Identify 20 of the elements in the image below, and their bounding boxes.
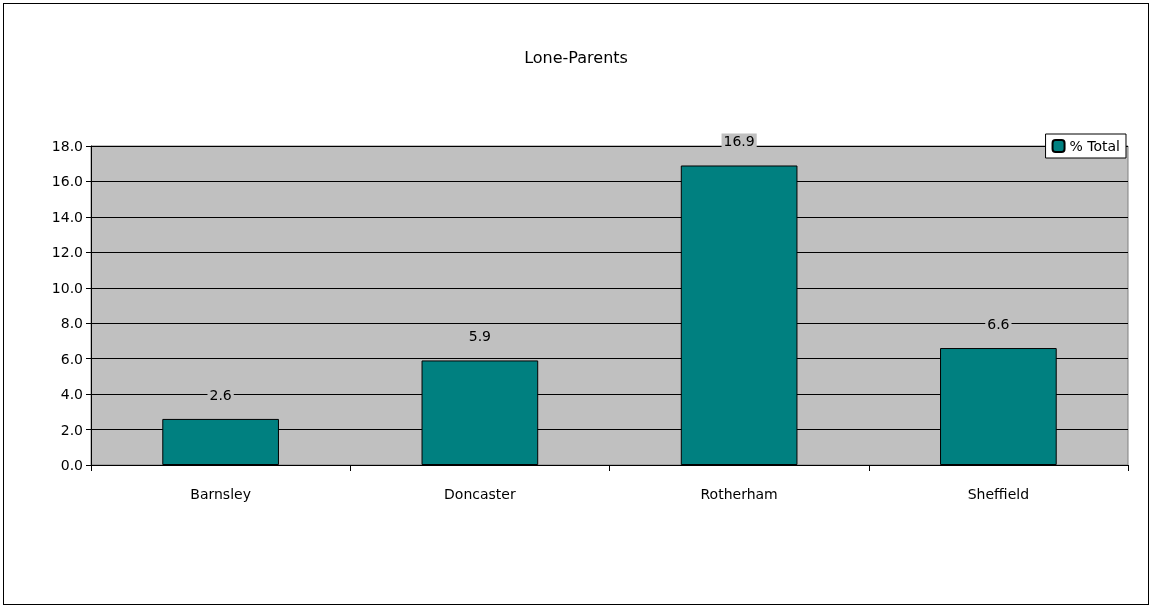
y-tick-label: 10.0	[51, 279, 83, 296]
data-label: 2.6	[209, 386, 232, 403]
y-tick-label: 2.0	[60, 421, 83, 438]
y-tick-label: 0.0	[60, 457, 83, 473]
x-tick-label: Rotherham	[700, 486, 778, 502]
data-label: 5.9	[468, 328, 492, 345]
x-tick-label: Sheffield	[967, 486, 1030, 502]
data-label: 6.6	[987, 316, 1010, 333]
y-tick-label: 14.0	[51, 208, 83, 225]
x-tick-label: Barnsley	[190, 486, 251, 502]
legend-label: % Total	[1069, 138, 1120, 154]
chart-title: Lone-Parents	[524, 47, 628, 67]
data-label: 16.9	[723, 133, 755, 150]
y-tick-label: 8.0	[60, 315, 83, 332]
y-tick-label: 18.0	[51, 138, 83, 154]
y-tick-label: 4.0	[60, 386, 83, 403]
x-tick-label: Doncaster	[444, 486, 516, 502]
y-tick-label: 12.0	[51, 244, 83, 261]
y-tick-label: 16.0	[51, 173, 83, 190]
y-tick-label: 6.0	[60, 350, 83, 367]
